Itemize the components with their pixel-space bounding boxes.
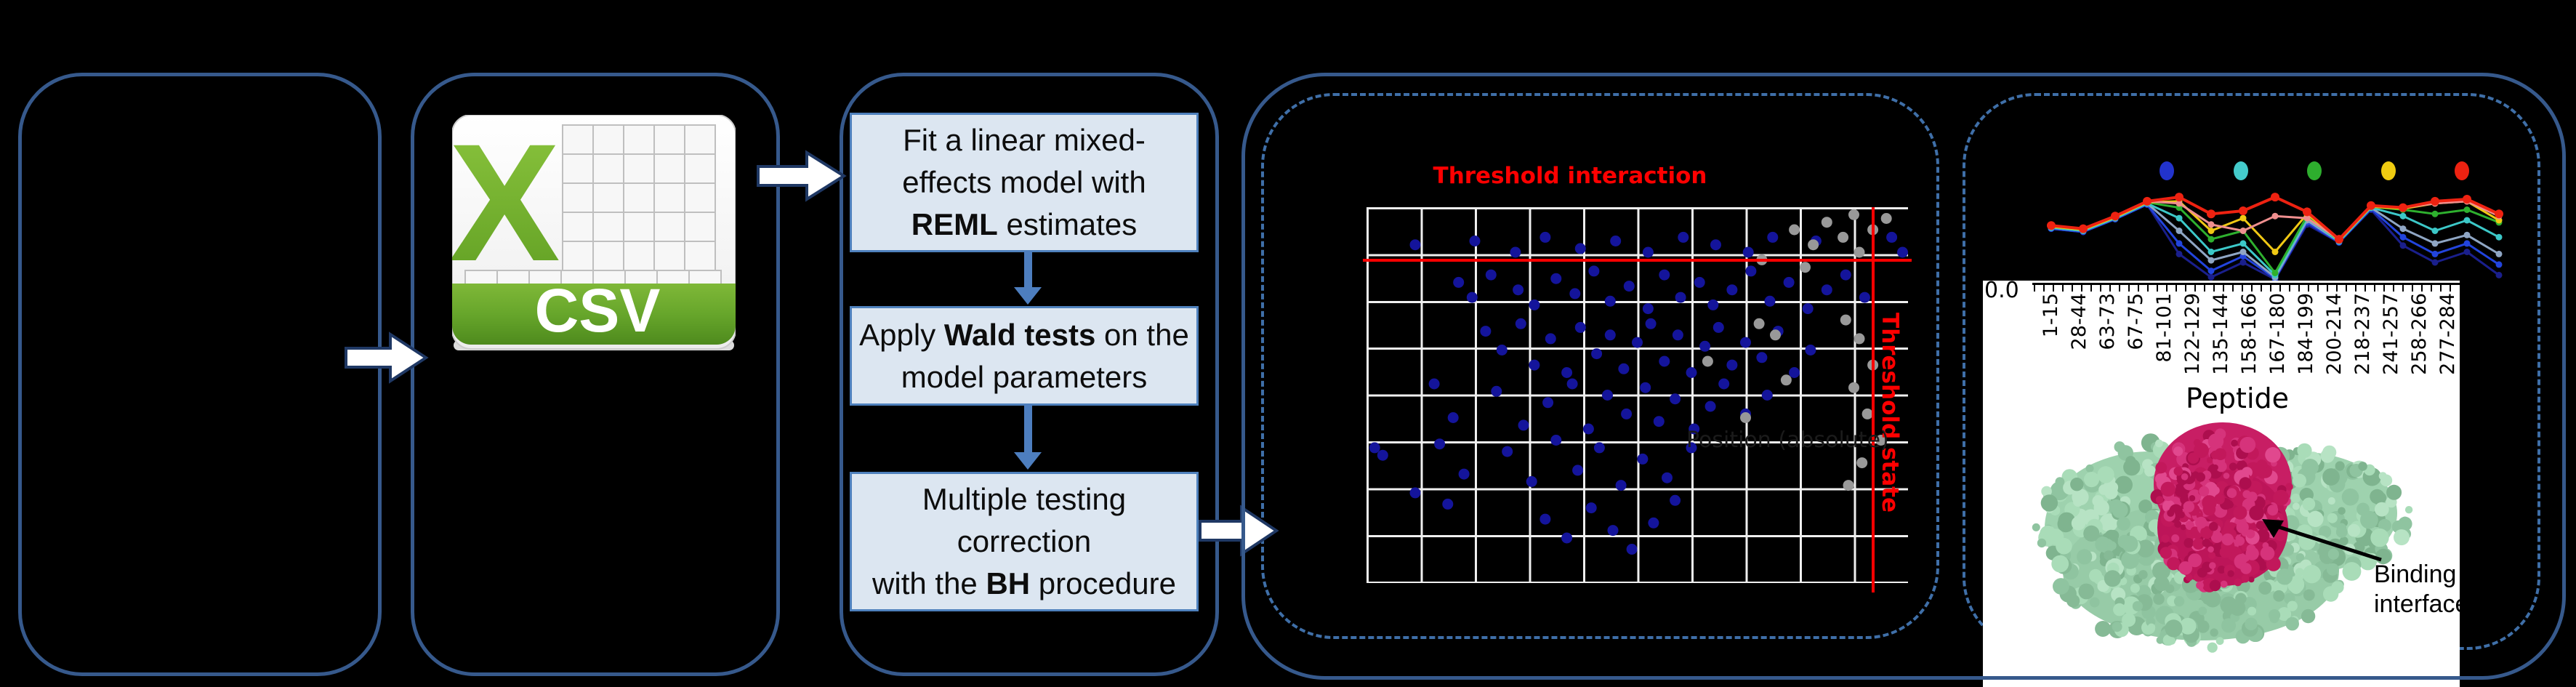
protein-structure-image <box>2032 422 2413 653</box>
panel-input <box>18 73 382 676</box>
peptide-tick-label: 28-44 <box>2068 293 2090 350</box>
csv-label: CSV <box>535 276 661 345</box>
legend-dot-icon <box>2233 161 2248 180</box>
peptide-tick-label: 277-284 <box>2436 293 2459 375</box>
flow-step-bh: Multiple testing correction with the BH … <box>850 472 1199 611</box>
flow-step-reml: Fit a linear mixed-effects model with RE… <box>850 113 1199 252</box>
y-axis-tick-label: 0.0 <box>1984 281 2019 303</box>
panel-scatter <box>1261 93 1939 639</box>
peptide-tick-label: 184-199 <box>2295 293 2317 375</box>
flow-step-text: estimates <box>997 207 1138 241</box>
peptide-axis-and-structure-image: 0.0 1-15 28-44 63-73 67-75 81-101 122-129 135-… <box>1983 281 2460 687</box>
legend-dot-icon <box>2160 161 2174 180</box>
flow-step-text: on the model parameters <box>901 317 1189 394</box>
arrow-right-icon <box>1199 505 1279 557</box>
scatter-title: Threshold interaction <box>1433 163 1707 189</box>
flow-step-text: Multiple testing correction with the <box>872 482 1127 600</box>
peptide-tick-label: 258-266 <box>2408 293 2431 375</box>
peptide-tick-label: 81-101 <box>2153 293 2175 363</box>
scatter-plot-area <box>1367 207 1908 583</box>
legend-dot-icon <box>2455 161 2469 180</box>
flow-step-wald: Apply Wald tests on the model parameters <box>850 306 1199 406</box>
peptide-tick-label: 67-75 <box>2125 293 2147 350</box>
x-axis-line <box>2032 283 2460 285</box>
peptide-tick-label: 122-129 <box>2181 293 2204 375</box>
peptide-tick-label: 1-15 <box>2040 293 2062 338</box>
flow-step-text: Apply <box>859 317 944 352</box>
legend-dot-icon <box>2380 161 2396 180</box>
flow-step-text: procedure <box>1030 566 1176 600</box>
scatter-faint-label: Position (absolute) <box>1686 427 1889 453</box>
threshold-interaction-line <box>1363 259 1912 262</box>
flow-step-bold: Wald tests <box>943 317 1096 352</box>
flow-arrow-down-icon <box>1014 404 1042 470</box>
csv-x-letter: X <box>452 115 560 296</box>
flow-step-bold: REML <box>911 207 998 241</box>
threshold-state-line <box>1872 207 1875 592</box>
uptake-line-chart <box>2047 193 2503 283</box>
peptide-tick-label: 63-73 <box>2096 293 2119 350</box>
peptide-tick-label: 218-237 <box>2351 293 2374 375</box>
x-axis-title: Peptide <box>2185 382 2290 414</box>
legend-dot-icon <box>2307 161 2322 180</box>
arrow-right-icon <box>345 332 429 384</box>
peptide-tick-label: 167-180 <box>2266 293 2289 375</box>
peptide-tick-label: 135-144 <box>2210 293 2232 375</box>
flow-arrow-down-icon <box>1014 251 1042 305</box>
arrow-right-icon <box>757 150 847 202</box>
peptide-tick-label: 241-257 <box>2380 293 2402 375</box>
binding-interface-label: Binding interface <box>2374 561 2460 618</box>
flow-step-bold: BH <box>986 566 1031 600</box>
csv-file-icon: X CSV <box>452 115 736 350</box>
peptide-tick-label: 200-214 <box>2323 293 2346 375</box>
peptide-tick-label: 158-166 <box>2238 293 2261 375</box>
flow-step-text: Fit a linear mixed-effects model with <box>902 123 1146 199</box>
